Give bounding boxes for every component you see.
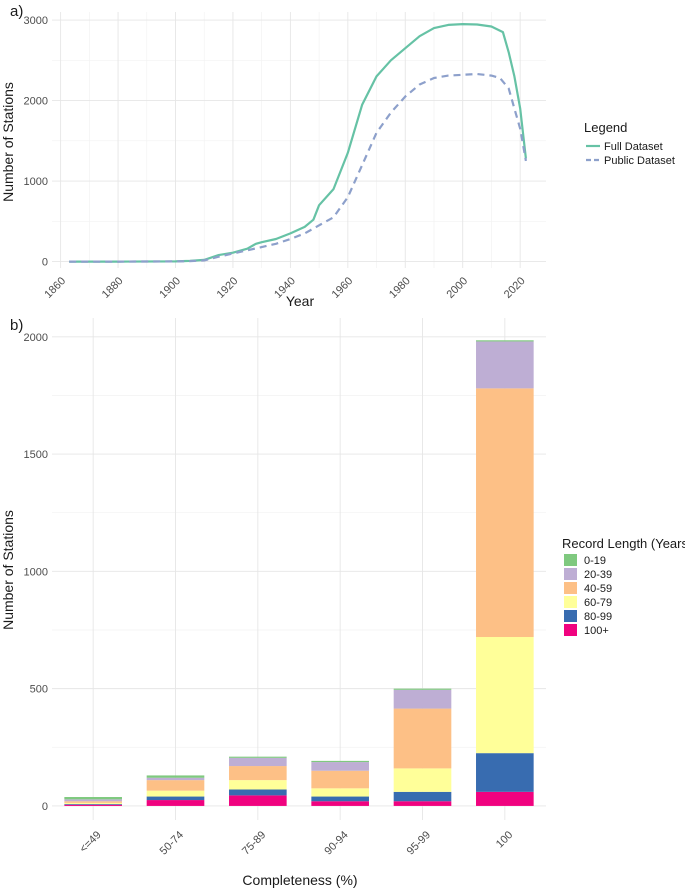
bar-segment-100plus: [311, 801, 369, 806]
bar-segment-80-99: [311, 796, 369, 802]
panel-b-legend-label: 80-99: [584, 611, 612, 623]
panel-b-label: b): [10, 317, 23, 334]
panel-b-y-tick-label: 2000: [24, 332, 48, 344]
bar-segment-80-99: [229, 789, 287, 796]
panel-a-x-tick-label: 1900: [157, 275, 183, 301]
bar-segment-40-59: [393, 708, 452, 769]
panel-b-legend-swatch: [564, 596, 577, 608]
panel-a-x-tick-label: 2000: [444, 275, 470, 301]
panel-b-legend-swatch: [564, 624, 577, 636]
panel-a-legend-label: Public Dataset: [604, 155, 675, 167]
bar-segment-40-59: [146, 780, 205, 791]
bar-segment-100plus: [146, 800, 205, 806]
bar-segment-0-19: [229, 756, 287, 758]
panel-b-x-axis-title: Completeness (%): [242, 872, 357, 888]
panel-b-x-tick-label: 100: [494, 829, 515, 850]
panel-a-series-lines: [69, 23, 527, 263]
panel-b-y-tick-labels: 0 500 1000 1500 2000: [24, 332, 48, 813]
bar-segment-40-59: [64, 801, 122, 803]
panel-b-y-axis-title: Number of Stations: [0, 510, 16, 630]
bar-segment-100plus: [64, 804, 122, 806]
panel-a-y-tick-label: 1000: [24, 176, 48, 188]
panel-a-y-tick-labels: 0 1000 2000 3000: [24, 15, 48, 269]
panel-b-x-tick-labels: <=49 50-74 75-89 90-94 95-99 100: [78, 829, 516, 857]
panel-a-x-tick-label: 1960: [330, 275, 356, 301]
panel-b-legend-label: 40-59: [584, 583, 612, 595]
panel-a-y-tick-label: 3000: [24, 15, 48, 27]
panel-a-series-line-full-dataset: [69, 23, 527, 263]
panel-a-x-tick-label: 2020: [502, 275, 528, 301]
bar-segment-60-79: [311, 788, 369, 797]
panel-b-x-tick-label: 75-89: [240, 829, 268, 857]
panel-b-legend-label: 0-19: [584, 555, 606, 567]
bar-segment-80-99: [476, 753, 534, 792]
panel-b-legend: Record Length (Years) 0-19 20-39 40-59 60-7…: [562, 536, 685, 637]
panel-a-x-tick-label: 1980: [387, 275, 413, 301]
panel-a-x-axis-title: Year: [286, 293, 315, 309]
bar-segment-20-39: [393, 689, 452, 709]
bar-segment-0-19: [476, 340, 534, 342]
panel-b-legend-swatch: [564, 610, 577, 622]
bar-segment-0-19: [311, 760, 369, 763]
panel-a-x-tick-label: 1920: [215, 275, 241, 301]
panel-b-x-tick-label: 90-94: [322, 829, 350, 857]
panel-b-legend-swatch: [564, 568, 577, 580]
panel-b-y-tick-label: 0: [42, 801, 48, 813]
panel-b-stacked-bar-chart: b) 0 500 1000 1500 2000 <=49 50-74 75-89 90-94 9…: [0, 317, 685, 888]
panel-a-series-line-public-dataset: [69, 72, 527, 263]
bar-segment-40-59: [311, 770, 369, 789]
panel-b-y-tick-label: 1000: [24, 566, 48, 578]
panel-b-legend-swatch: [564, 582, 577, 594]
bar-segment-80-99: [64, 804, 122, 805]
bar-segment-60-79: [146, 790, 205, 797]
panel-b-x-tick-label: 95-99: [405, 829, 433, 857]
bar-segment-0-19: [146, 775, 205, 778]
panel-a-x-tick-label: 1880: [100, 275, 126, 301]
panel-a-y-tick-label: 2000: [24, 96, 48, 108]
bar-segment-40-59: [476, 388, 534, 638]
bar-segment-0-19: [64, 797, 122, 800]
bar-segment-20-39: [64, 799, 122, 802]
bar-segment-100plus: [229, 795, 287, 806]
bar-segment-60-79: [229, 780, 287, 790]
panel-b-y-tick-label: 500: [30, 684, 48, 696]
bar-segment-60-79: [64, 802, 122, 805]
panel-a-legend-title: Legend: [584, 120, 627, 135]
panel-b-y-tick-label: 1500: [24, 449, 48, 461]
panel-a-label: a): [10, 3, 23, 20]
bar-segment-60-79: [393, 768, 452, 792]
panel-b-legend-label: 100+: [584, 625, 609, 637]
panel-b-legend-label: 60-79: [584, 597, 612, 609]
panel-b-grid: [52, 318, 546, 820]
panel-b-bars: [64, 340, 534, 806]
panel-a-legend-label: Full Dataset: [604, 141, 663, 153]
bar-segment-0-19: [393, 688, 452, 690]
panel-a-y-axis-title: Number of Stations: [0, 82, 16, 202]
bar-segment-100plus: [476, 791, 534, 806]
bar-segment-20-39: [476, 341, 534, 389]
bar-segment-80-99: [393, 791, 452, 802]
panel-b-x-tick-label: <=49: [78, 829, 104, 855]
bar-segment-80-99: [146, 796, 205, 801]
panel-a-y-tick-label: 0: [42, 257, 48, 269]
bar-segment-40-59: [229, 766, 287, 781]
panel-a-x-tick-label: 1860: [42, 275, 68, 301]
panel-b-legend-label: 20-39: [584, 569, 612, 581]
bar-segment-100plus: [393, 801, 452, 806]
bar-segment-20-39: [229, 757, 287, 767]
bar-segment-60-79: [476, 637, 534, 754]
bar-segment-20-39: [146, 777, 205, 781]
panel-b-legend-swatch: [564, 554, 577, 566]
panel-b-x-tick-label: 50-74: [158, 829, 186, 857]
panel-a-legend: Legend Full Dataset Public Dataset: [584, 120, 675, 167]
bar-segment-20-39: [311, 762, 369, 771]
panel-b-legend-title: Record Length (Years): [562, 536, 685, 551]
